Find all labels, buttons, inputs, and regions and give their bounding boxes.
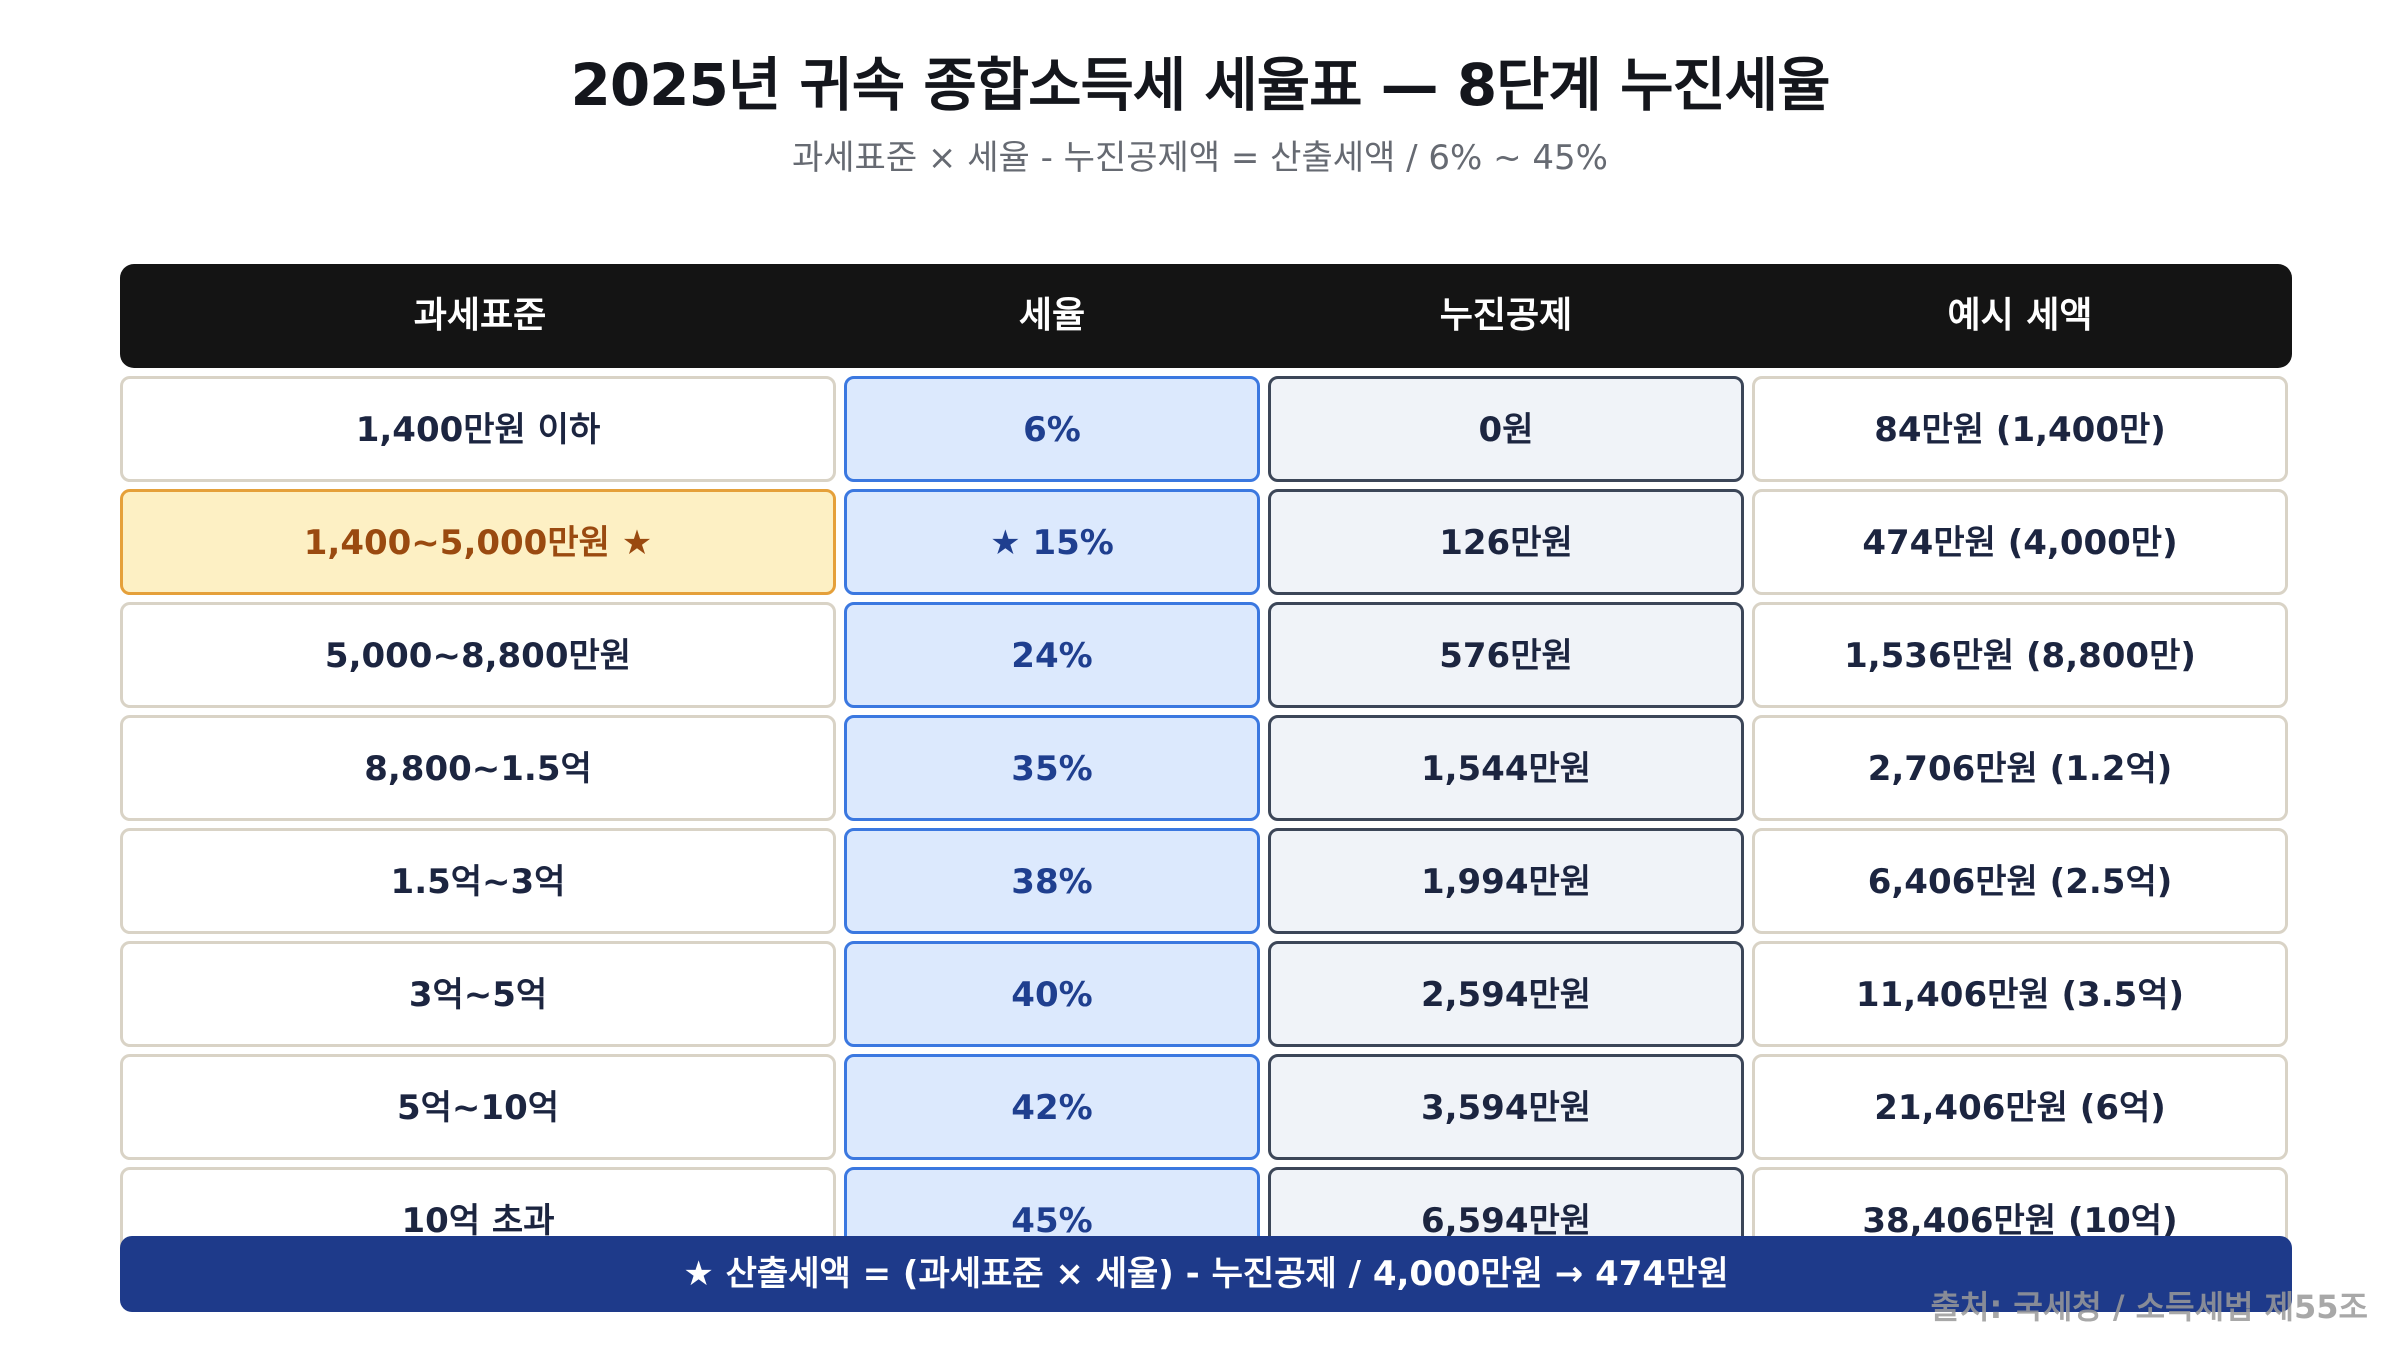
cell-deduction: 2,594만원 (1268, 941, 1744, 1047)
source-caption: 출처: 국세청 / 소득세법 제55조 (1930, 1288, 2368, 1326)
cell-tax-rate: 38% (844, 828, 1260, 934)
table-header: 과세표준 세율 누진공제 예시 세액 (120, 264, 2292, 368)
table-row: 8,800~1.5억 35% 1,544만원 2,706만원 (1.2억) (120, 715, 2292, 821)
cell-tax-base: 3억~5억 (120, 941, 836, 1047)
header-tax-base: 과세표준 (413, 295, 547, 336)
formula-note-banner: ★ 산출세액 = (과세표준 × 세율) - 누진공제 / 4,000만원 → … (120, 1236, 2292, 1312)
cell-deduction: 576만원 (1268, 602, 1744, 708)
table-row: 5억~10억 42% 3,594만원 21,406만원 (6억) (120, 1054, 2292, 1160)
cell-tax-base: 5억~10억 (120, 1054, 836, 1160)
table-row: 1.5억~3억 38% 1,994만원 6,406만원 (2.5억) (120, 828, 2292, 934)
cell-tax-base: 1,400만원 이하 (120, 376, 836, 482)
table-row: 5,000~8,800만원 24% 576만원 1,536만원 (8,800만) (120, 602, 2292, 708)
table-row-highlighted: 1,400~5,000만원 ★ ★ 15% 126만원 474만원 (4,000… (120, 489, 2292, 595)
cell-tax-rate: ★ 15% (844, 489, 1260, 595)
cell-tax-base: 8,800~1.5억 (120, 715, 836, 821)
tax-rate-table: 과세표준 세율 누진공제 예시 세액 1,400만원 이하 6% 0원 84만원… (120, 264, 2292, 1314)
cell-deduction: 1,544만원 (1268, 715, 1744, 821)
cell-tax-rate: 40% (844, 941, 1260, 1047)
cell-tax-base: 5,000~8,800만원 (120, 602, 836, 708)
cell-tax-rate: 24% (844, 602, 1260, 708)
cell-example-tax: 6,406만원 (2.5억) (1752, 828, 2288, 934)
cell-example-tax: 84만원 (1,400만) (1752, 376, 2288, 482)
cell-tax-rate: 35% (844, 715, 1260, 821)
cell-example-tax: 474만원 (4,000만) (1752, 489, 2288, 595)
page-subtitle: 과세표준 × 세율 - 누진공제액 = 산출세액 / 6% ~ 45% (792, 138, 1608, 178)
table-row: 3억~5억 40% 2,594만원 11,406만원 (3.5억) (120, 941, 2292, 1047)
cell-tax-rate: 6% (844, 376, 1260, 482)
header-tax-rate: 세율 (1018, 295, 1086, 336)
page-title: 2025년 귀속 종합소득세 세율표 — 8단계 누진세율 (570, 51, 1830, 119)
cell-example-tax: 21,406만원 (6억) (1752, 1054, 2288, 1160)
cell-tax-base: 1.5억~3억 (120, 828, 836, 934)
header-progressive-deduction: 누진공제 (1439, 295, 1573, 336)
cell-deduction: 0원 (1268, 376, 1744, 482)
cell-example-tax: 2,706만원 (1.2억) (1752, 715, 2288, 821)
cell-example-tax: 11,406만원 (3.5억) (1752, 941, 2288, 1047)
cell-deduction: 1,994만원 (1268, 828, 1744, 934)
cell-example-tax: 1,536만원 (8,800만) (1752, 602, 2288, 708)
cell-deduction: 3,594만원 (1268, 1054, 1744, 1160)
header-example-tax: 예시 세액 (1947, 295, 2093, 336)
cell-tax-rate: 42% (844, 1054, 1260, 1160)
cell-deduction: 126만원 (1268, 489, 1744, 595)
cell-tax-base: 1,400~5,000만원 ★ (120, 489, 836, 595)
table-row: 1,400만원 이하 6% 0원 84만원 (1,400만) (120, 376, 2292, 482)
